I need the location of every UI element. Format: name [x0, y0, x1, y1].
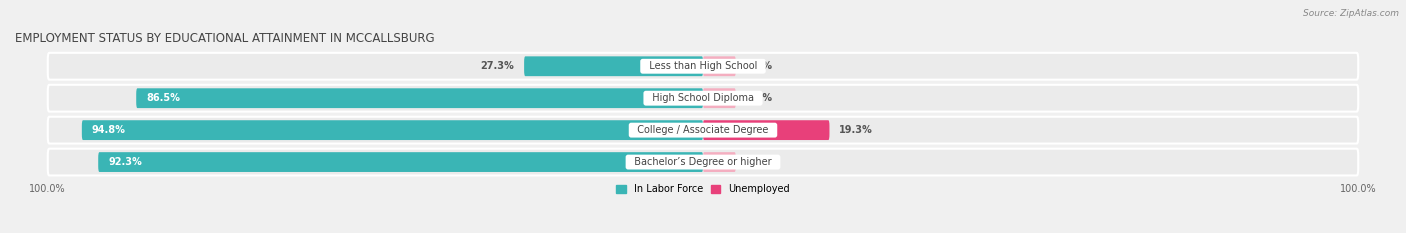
- FancyBboxPatch shape: [703, 120, 830, 140]
- Text: 27.3%: 27.3%: [481, 61, 515, 71]
- FancyBboxPatch shape: [48, 117, 1358, 144]
- Text: 86.5%: 86.5%: [146, 93, 180, 103]
- Legend: In Labor Force, Unemployed: In Labor Force, Unemployed: [616, 185, 790, 194]
- FancyBboxPatch shape: [48, 85, 1358, 112]
- FancyBboxPatch shape: [703, 88, 735, 108]
- Text: 94.8%: 94.8%: [91, 125, 125, 135]
- Text: EMPLOYMENT STATUS BY EDUCATIONAL ATTAINMENT IN MCCALLSBURG: EMPLOYMENT STATUS BY EDUCATIONAL ATTAINM…: [15, 32, 434, 45]
- Text: 92.3%: 92.3%: [108, 157, 142, 167]
- Text: Source: ZipAtlas.com: Source: ZipAtlas.com: [1303, 9, 1399, 18]
- FancyBboxPatch shape: [48, 149, 1358, 175]
- Text: College / Associate Degree: College / Associate Degree: [631, 125, 775, 135]
- Text: High School Diploma: High School Diploma: [645, 93, 761, 103]
- FancyBboxPatch shape: [703, 152, 735, 172]
- Text: 0.0%: 0.0%: [745, 61, 772, 71]
- FancyBboxPatch shape: [703, 56, 735, 76]
- Text: Less than High School: Less than High School: [643, 61, 763, 71]
- FancyBboxPatch shape: [524, 56, 703, 76]
- Text: 0.0%: 0.0%: [745, 93, 772, 103]
- Text: 19.3%: 19.3%: [839, 125, 873, 135]
- Text: Bachelor’s Degree or higher: Bachelor’s Degree or higher: [628, 157, 778, 167]
- FancyBboxPatch shape: [82, 120, 703, 140]
- Text: 0.0%: 0.0%: [745, 157, 772, 167]
- FancyBboxPatch shape: [48, 53, 1358, 80]
- FancyBboxPatch shape: [136, 88, 703, 108]
- FancyBboxPatch shape: [98, 152, 703, 172]
